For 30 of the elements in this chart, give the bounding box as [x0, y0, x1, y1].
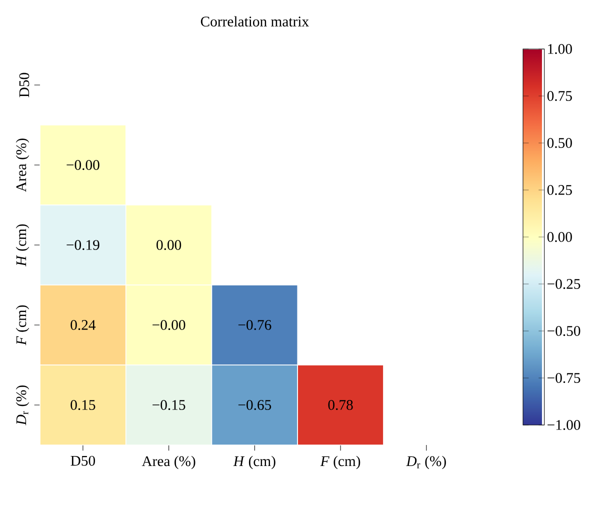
x-tick-label: F (cm) — [320, 456, 360, 470]
y-tick-label: D$_{r}$ (%) — [16, 385, 30, 426]
color-bar-label: 0.25 — [547, 185, 572, 195]
data-label: −0.00 — [66, 160, 100, 170]
y-tick-label: D50 — [19, 72, 30, 98]
data-label: 0.15 — [70, 400, 96, 410]
color-bar-label: −0.25 — [548, 279, 580, 289]
color-bar-label: 0.50 — [547, 138, 572, 148]
data-label: −0.76 — [238, 320, 272, 330]
x-tick-label: D50 — [70, 456, 96, 466]
color-bar-label: 1.00 — [548, 44, 572, 54]
data-label: −0.65 — [238, 400, 272, 410]
x-tick-label: H (cm) — [233, 456, 276, 470]
color-bar-label: −0.50 — [548, 326, 580, 336]
data-label: 0.00 — [156, 240, 182, 250]
color-bar-label: 0.75 — [547, 91, 572, 101]
color-bar-label: −0.75 — [548, 373, 580, 383]
y-tick-label: H (cm) — [16, 224, 30, 266]
data-label: −0.15 — [152, 400, 186, 410]
color-bar-label: −1.00 — [548, 420, 580, 430]
data-label: −0.19 — [66, 240, 100, 250]
x-tick-label: Area (%) — [142, 456, 196, 470]
data-label: 0.78 — [328, 400, 353, 410]
y-tick-label: F (cm) — [16, 305, 30, 346]
color-bar-label: 0.00 — [547, 232, 572, 242]
chart-title: Correlation matrix — [200, 16, 309, 27]
y-tick-label: Area (%) — [16, 138, 30, 192]
x-tick-label: D$_{r}$ (%) — [406, 456, 446, 470]
data-label: 0.24 — [70, 320, 96, 330]
data-label: −0.00 — [152, 320, 186, 330]
